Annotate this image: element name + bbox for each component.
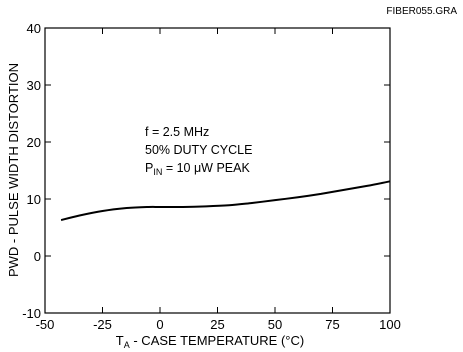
x-tick-label: 75 (325, 317, 339, 332)
x-axis-title-symbol: T (116, 333, 124, 348)
x-axis-title-subscript: A (124, 340, 130, 350)
x-tick-label: -50 (36, 317, 55, 332)
x-tick-label: 25 (210, 317, 224, 332)
y-tick-label: 10 (27, 192, 41, 207)
x-axis-title-rest: - CASE TEMPERATURE (°C) (130, 333, 304, 348)
annotation-input-power-subscript: IN (153, 167, 162, 177)
y-tick-label: -10 (22, 306, 41, 321)
figure-id: FIBER055.GRA (386, 6, 457, 17)
annotation-input-power-value: = 10 μW PEAK (162, 161, 250, 175)
x-tick-label: 50 (268, 317, 282, 332)
annotation-input-power: PIN = 10 μW PEAK (145, 161, 250, 177)
y-tick-label: 30 (27, 78, 41, 93)
annotation-input-power-symbol: P (145, 161, 153, 175)
y-tick-label: 40 (27, 21, 41, 36)
y-tick-label: 20 (27, 135, 41, 150)
x-tick-label: 0 (156, 317, 163, 332)
series-line-pwd (60, 180, 391, 222)
ticks (44, 27, 391, 314)
y-tick-label: 0 (34, 249, 41, 264)
x-tick-label: -25 (93, 317, 112, 332)
annotation-duty-cycle: 50% DUTY CYCLE (145, 143, 252, 157)
tick-labels: -50 -25 0 25 50 75 100 -10 0 10 20 30 40 (22, 21, 401, 332)
y-axis-title: PWD - PULSE WIDTH DISTORTION (6, 63, 21, 277)
x-tick-label: 100 (379, 317, 401, 332)
x-axis-title: TA - CASE TEMPERATURE (°C) (116, 333, 304, 350)
annotation-frequency: f = 2.5 MHz (145, 125, 209, 139)
